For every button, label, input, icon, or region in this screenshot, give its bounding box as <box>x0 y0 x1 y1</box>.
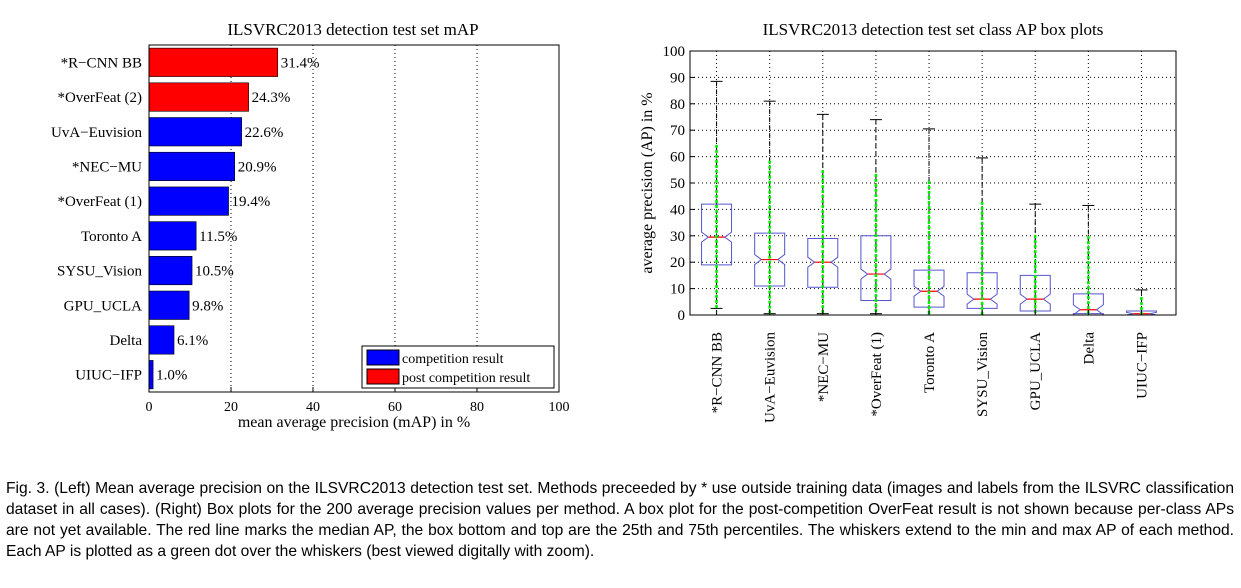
y-tick-label: 20 <box>670 255 685 271</box>
bar <box>148 256 193 286</box>
y-tick-label: 40 <box>670 202 685 218</box>
y-tick-label: 50 <box>670 176 685 192</box>
value-label: 24.3% <box>252 90 291 106</box>
box-plot-item <box>754 100 786 315</box>
plot-frame <box>689 50 1177 316</box>
category-label: *NEC−MU <box>72 159 142 175</box>
category-label: UIUC−IFP <box>1134 332 1150 399</box>
value-labels: 31.4% 24.3% 22.6% 20.9% 19.4% 11.5% 10.5% 9.8% 6… <box>156 55 319 383</box>
category-label: GPU_UCLA <box>1028 332 1044 411</box>
x-ticks: 0 20 40 60 80 100 <box>146 387 570 415</box>
category-label: UIUC−IFP <box>75 368 142 384</box>
figure: ILSVRC2013 detection test set mAP *R−CNN… <box>51 20 1177 431</box>
box <box>1019 274 1051 312</box>
value-label: 10.5% <box>195 264 234 280</box>
category-label: *OverFeat (1) <box>869 332 885 417</box>
box <box>807 237 839 288</box>
chart-title: ILSVRC2013 detection test set mAP <box>227 20 478 39</box>
value-label: 11.5% <box>199 229 237 245</box>
category-label: *NEC−MU <box>816 332 832 402</box>
box <box>754 232 786 287</box>
box <box>966 272 998 309</box>
category-label: *OverFeat (2) <box>57 90 142 106</box>
y-tick-label: 80 <box>670 97 685 113</box>
y-tick-label: 90 <box>670 70 685 86</box>
value-label: 22.6% <box>245 125 284 141</box>
box <box>860 235 892 301</box>
x-axis-label: mean average precision (mAP) in % <box>238 414 470 431</box>
category-label: Toronto A <box>81 229 142 245</box>
bar <box>148 117 242 147</box>
legend-swatch-competition <box>366 349 400 366</box>
y-ticks: 0 10 20 30 40 50 60 70 80 90 100 <box>663 44 1142 324</box>
value-label: 20.9% <box>238 159 277 175</box>
y-tick-label: 0 <box>678 308 686 324</box>
box-plot-item <box>966 157 998 316</box>
grid <box>690 51 1176 315</box>
y-axis-label: average precision (AP) in % <box>639 92 656 273</box>
bars <box>148 47 279 390</box>
bar <box>148 325 175 355</box>
category-label: Delta <box>110 333 143 349</box>
y-tick-label: 100 <box>663 44 686 60</box>
plot-frame <box>148 44 560 393</box>
value-label: 6.1% <box>177 333 208 349</box>
bar <box>148 47 279 77</box>
value-label: 1.0% <box>156 368 187 384</box>
y-tick-label: 30 <box>670 229 685 245</box>
x-tick-label: 60 <box>388 400 402 415</box>
map-bar-chart: ILSVRC2013 detection test set mAP *R−CNN… <box>51 20 569 431</box>
category-label: UvA−Euvision <box>51 125 142 141</box>
category-label: *OverFeat (1) <box>57 194 142 210</box>
x-tick-label: 100 <box>549 400 570 415</box>
bar <box>148 290 190 320</box>
category-label: Delta <box>1081 332 1097 365</box>
legend-swatch-post-competition <box>366 368 400 385</box>
category-label: *R−CNN BB <box>61 55 142 71</box>
bar <box>148 186 229 216</box>
bar <box>148 360 154 390</box>
box-plot-item <box>913 128 945 316</box>
box-plot-item <box>701 80 733 309</box>
box <box>913 269 945 308</box>
category-labels: *R−CNN BB *OverFeat (2) UvA−Euvision *NEC−M… <box>51 55 142 383</box>
legend-label-post-competition: post competition result <box>402 371 530 386</box>
bar <box>148 151 235 181</box>
chart-title: ILSVRC2013 detection test set class AP b… <box>763 20 1104 39</box>
box-plot-item <box>1072 204 1104 316</box>
bar <box>148 82 249 112</box>
value-label: 9.8% <box>192 298 223 314</box>
value-label: 31.4% <box>281 55 320 71</box>
box-plot-item <box>807 113 839 315</box>
category-label: *R−CNN BB <box>710 332 726 413</box>
category-label: SYSU_Vision <box>975 332 991 417</box>
category-label: GPU_UCLA <box>64 298 143 314</box>
legend-label-competition: competition result <box>402 352 504 367</box>
figure-caption: Fig. 3. (Left) Mean average precision on… <box>6 480 1234 560</box>
x-tick-label: 40 <box>306 400 320 415</box>
y-tick-label: 70 <box>670 123 685 139</box>
y-tick-label: 60 <box>670 150 685 166</box>
x-tick-label: 0 <box>146 400 153 415</box>
box <box>701 203 733 266</box>
bar <box>148 221 197 251</box>
category-labels: *R−CNN BB UvA−Euvision *NEC−MU *OverFeat (1… <box>710 332 1151 423</box>
ap-box-plot-chart: ILSVRC2013 detection test set class AP b… <box>639 20 1177 423</box>
category-label: SYSU_Vision <box>57 264 142 280</box>
box-plot-item <box>860 119 892 315</box>
value-label: 19.4% <box>232 194 271 210</box>
y-tick-label: 10 <box>670 282 685 298</box>
category-label: UvA−Euvision <box>763 332 779 423</box>
legend: competition result post competition resu… <box>361 345 555 389</box>
x-tick-label: 80 <box>470 400 484 415</box>
box <box>1072 293 1104 316</box>
category-label: Toronto A <box>922 332 938 393</box>
x-tick-label: 20 <box>224 400 238 415</box>
